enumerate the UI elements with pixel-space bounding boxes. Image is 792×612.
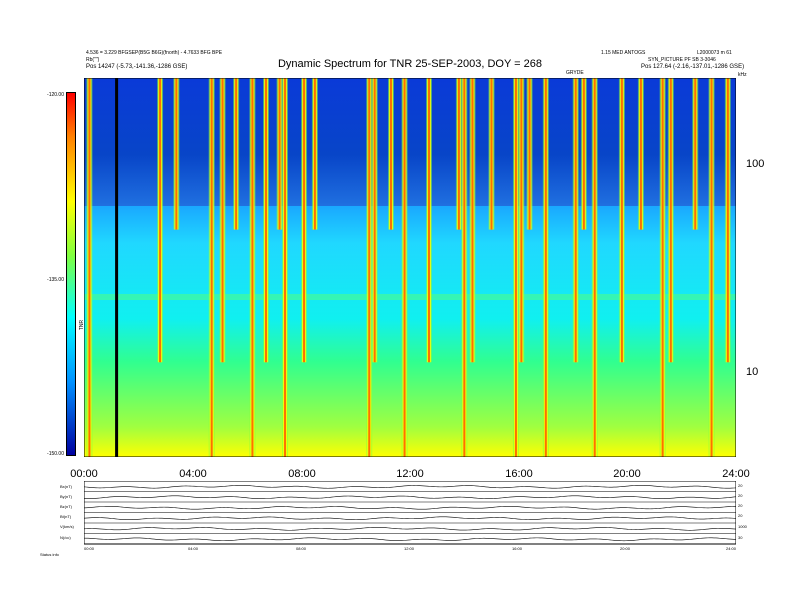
event-column-17-layer-2 bbox=[457, 78, 460, 230]
event-column-2-layer-2 bbox=[175, 78, 178, 230]
event-column-6-layer-2 bbox=[251, 78, 254, 457]
panel-trace-5 bbox=[84, 537, 736, 542]
x-tick-4: 16:00 bbox=[505, 468, 533, 480]
header-left-line-3: Pos 14247 (-5.73,-141.36,-1286 GSE) bbox=[86, 64, 188, 70]
event-column-10-layer-2 bbox=[303, 78, 306, 363]
header-right-line-1: 1.15 MED ANTOGS bbox=[601, 50, 646, 56]
panel-label-3: Bt(nT) bbox=[60, 514, 72, 519]
event-column-20-layer-2 bbox=[490, 78, 493, 230]
event-column-1-layer-2 bbox=[159, 78, 162, 363]
event-column-18-layer-2 bbox=[463, 78, 466, 457]
event-column-0-layer-2 bbox=[88, 78, 91, 457]
event-column-28-layer-2 bbox=[620, 78, 623, 363]
panel-trace-2 bbox=[84, 505, 736, 510]
panel-label-1: By(nT) bbox=[60, 494, 72, 499]
panel-label-2: Bz(nT) bbox=[60, 504, 72, 509]
event-column-26-layer-2 bbox=[582, 78, 585, 230]
colorbar-tick-mid: -135.00 bbox=[47, 277, 64, 283]
data-gap-line bbox=[115, 78, 119, 457]
panel-trace-3 bbox=[84, 516, 736, 521]
event-column-5-layer-2 bbox=[235, 78, 238, 230]
bottom-x-tick-5: 20:00 bbox=[620, 546, 631, 551]
bottom-x-tick-3: 12:00 bbox=[404, 546, 415, 551]
event-column-12-layer-2 bbox=[368, 78, 371, 457]
event-column-34-layer-2 bbox=[726, 78, 729, 363]
event-column-33-layer-2 bbox=[710, 78, 713, 457]
bottom-footer: Status info bbox=[40, 552, 59, 557]
event-column-30-layer-2 bbox=[661, 78, 664, 457]
panel-label-0: Bx(nT) bbox=[60, 484, 72, 489]
dynamic-spectrum-plot bbox=[84, 78, 736, 457]
bottom-x-tick-4: 16:00 bbox=[512, 546, 523, 551]
event-column-11-layer-2 bbox=[313, 78, 316, 230]
event-column-32-layer-2 bbox=[694, 78, 697, 230]
header-left-line-2: Rb("") bbox=[86, 57, 100, 63]
panel-label-4: V(km/s) bbox=[60, 524, 74, 529]
panel-trace-4 bbox=[84, 526, 736, 531]
event-column-9-layer-2 bbox=[284, 78, 287, 457]
panel-right-ticks-2: 20 bbox=[738, 503, 743, 508]
x-tick-6: 24:00 bbox=[722, 468, 750, 480]
panel-right-ticks-1: 20 bbox=[738, 493, 743, 498]
event-column-13-layer-2 bbox=[373, 78, 376, 363]
event-column-8-layer-2 bbox=[278, 78, 281, 230]
header-right-line-4: Pos 127.64 (-2.16,-137.01,-1286 GSE) bbox=[641, 64, 745, 70]
x-tick-2: 08:00 bbox=[288, 468, 316, 480]
colorbar-tick-bottom: -150.00 bbox=[47, 451, 64, 457]
event-column-15-layer-2 bbox=[403, 78, 406, 457]
event-column-4-layer-2 bbox=[221, 78, 224, 363]
y-tick-10: 10 bbox=[746, 366, 759, 378]
side-label-khz: kHz bbox=[738, 72, 747, 78]
solar-wind-panels bbox=[84, 481, 736, 545]
event-column-29-layer-2 bbox=[639, 78, 642, 230]
chart-title: Dynamic Spectrum for TNR 25-SEP-2003, DO… bbox=[277, 58, 542, 70]
panel-right-ticks-3: 20 bbox=[738, 513, 743, 518]
event-column-25-layer-2 bbox=[574, 78, 577, 363]
panel-label-5: N(/cc) bbox=[60, 535, 71, 540]
panel-right-ticks-4: 1000 bbox=[738, 524, 747, 529]
colorbar bbox=[66, 92, 76, 456]
header-right-line-3: SYN_PICTURE PF SB 3-3046 bbox=[648, 57, 716, 63]
bottom-x-tick-2: 08:00 bbox=[296, 546, 307, 551]
event-column-14-layer-2 bbox=[389, 78, 392, 230]
header-right-line-2: L2000073 m 61 bbox=[697, 50, 732, 56]
y-tick-100: 100 bbox=[746, 158, 765, 170]
panel-right-ticks-0: 20 bbox=[738, 483, 743, 488]
x-tick-3: 12:00 bbox=[396, 468, 424, 480]
event-column-23-layer-2 bbox=[528, 78, 531, 230]
side-label-gryde: GRYDE bbox=[566, 70, 584, 76]
event-column-7-layer-2 bbox=[265, 78, 268, 363]
x-tick-5: 20:00 bbox=[613, 468, 641, 480]
event-column-21-layer-2 bbox=[514, 78, 517, 457]
panel-right-ticks-5: 30 bbox=[738, 535, 743, 540]
event-column-3-layer-2 bbox=[210, 78, 213, 457]
colorbar-tick-top: -120.00 bbox=[47, 92, 64, 98]
event-column-19-layer-2 bbox=[471, 78, 474, 363]
panel-trace-1 bbox=[84, 495, 736, 500]
x-tick-1: 04:00 bbox=[179, 468, 207, 480]
bottom-x-tick-0: 00:00 bbox=[84, 546, 95, 551]
event-column-16-layer-2 bbox=[428, 78, 431, 363]
event-column-22-layer-2 bbox=[520, 78, 523, 363]
x-tick-0: 00:00 bbox=[70, 468, 98, 480]
event-column-27-layer-2 bbox=[593, 78, 596, 457]
panel-trace-0 bbox=[84, 484, 736, 489]
event-column-31-layer-2 bbox=[669, 78, 672, 363]
header-left-line-1: 4.536 = 3.229 BFGSEP(B5G B6G)(fnorth) - … bbox=[86, 50, 223, 56]
event-column-24-layer-2 bbox=[544, 78, 547, 457]
bottom-x-tick-6: 24:00 bbox=[726, 546, 737, 551]
bottom-x-tick-1: 04:00 bbox=[188, 546, 199, 551]
